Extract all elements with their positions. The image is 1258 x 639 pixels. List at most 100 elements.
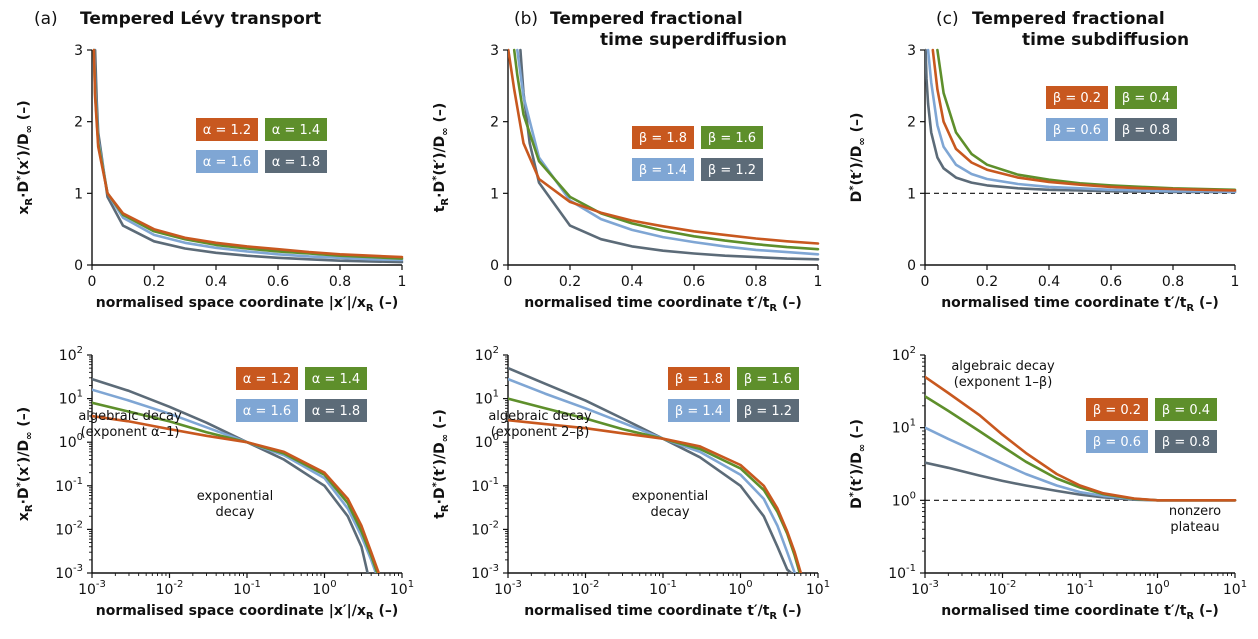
annotation-text: (exponent α–1) bbox=[81, 425, 180, 440]
x-tick-label: 100 bbox=[312, 579, 336, 598]
annotation-text: (exponent 2–β) bbox=[491, 425, 590, 440]
y-tick-label: 3 bbox=[490, 43, 499, 59]
series-line bbox=[925, 461, 1237, 502]
y-tick-label: 0 bbox=[490, 258, 499, 274]
y-axis-label: D*(t′)/D∞ (–) bbox=[848, 419, 868, 509]
legend-label: β = 1.8 bbox=[675, 372, 723, 387]
legend-swatch bbox=[1086, 398, 1148, 421]
x-tick-label: 10-1 bbox=[649, 579, 677, 598]
y-tick-label: 101 bbox=[475, 389, 499, 408]
y-tick-label: 101 bbox=[59, 389, 83, 408]
legend-swatch bbox=[196, 118, 258, 141]
legend-swatch bbox=[632, 158, 694, 181]
legend-swatch bbox=[701, 158, 763, 181]
y-tick-label: 102 bbox=[475, 345, 499, 364]
annotation-text: plateau bbox=[1170, 520, 1219, 535]
legend-label: β = 1.6 bbox=[708, 131, 756, 146]
legend-label: β = 0.6 bbox=[1053, 123, 1101, 138]
x-tick-label: 101 bbox=[1223, 579, 1247, 598]
x-tick-label: 0.4 bbox=[621, 274, 643, 290]
chart-panel-c-top: 0 0.2 0.4 0.6 0.8 1 0 1 2 3 β = 0.2 β = 0.4 β = 0.6 β… bbox=[848, 9, 1239, 314]
series-line bbox=[92, 48, 404, 259]
x-tick-label: 0.2 bbox=[143, 274, 165, 290]
x-tick-label: 10-2 bbox=[989, 579, 1017, 598]
x-tick-label: 10-2 bbox=[572, 579, 600, 598]
annotation-text: algebraic decay bbox=[78, 409, 182, 424]
y-tick-label: 3 bbox=[74, 43, 83, 59]
y-tick-label: 102 bbox=[59, 345, 83, 364]
x-tick-label: 0.6 bbox=[267, 274, 289, 290]
legend-swatch bbox=[305, 399, 367, 422]
series-line bbox=[516, 48, 820, 256]
legend-label: α = 1.6 bbox=[203, 155, 251, 170]
x-axis-label: normalised time coordinate t′/tR (–) bbox=[524, 603, 802, 622]
x-tick-label: 10-2 bbox=[156, 579, 184, 598]
legend-label: β = 1.8 bbox=[639, 131, 687, 146]
x-axis-label: normalised time coordinate t′/tR (–) bbox=[941, 603, 1219, 622]
legend-swatch bbox=[632, 126, 694, 149]
y-tick-label: 10-1 bbox=[888, 563, 916, 582]
y-tick-label: 2 bbox=[907, 115, 916, 131]
legend-label: β = 0.4 bbox=[1162, 403, 1210, 418]
x-tick-label: 101 bbox=[390, 579, 414, 598]
y-tick-label: 10-3 bbox=[55, 563, 83, 582]
legend-label: α = 1.8 bbox=[312, 404, 360, 419]
y-tick-label: 1 bbox=[907, 186, 916, 202]
x-tick-label: 1 bbox=[398, 274, 407, 290]
y-tick-label: 10-2 bbox=[471, 519, 499, 538]
legend-swatch bbox=[668, 367, 730, 390]
legend-swatch bbox=[1155, 398, 1217, 421]
x-tick-label: 0.8 bbox=[745, 274, 767, 290]
series-line bbox=[925, 48, 1237, 194]
legend-label: α = 1.2 bbox=[203, 123, 251, 138]
panel-letter: (b) bbox=[514, 9, 538, 29]
legend-label: β = 1.2 bbox=[708, 163, 756, 178]
y-axis-label: xR·D*(x′)/D∞ (–) bbox=[15, 407, 35, 521]
series-group bbox=[92, 377, 380, 573]
x-tick-label: 0.2 bbox=[559, 274, 581, 290]
x-tick-label: 0 bbox=[921, 274, 930, 290]
series-line bbox=[931, 48, 1237, 192]
x-tick-label: 0.4 bbox=[205, 274, 227, 290]
series-line bbox=[92, 401, 379, 573]
series-group bbox=[925, 375, 1237, 502]
legend-label: β = 0.8 bbox=[1162, 435, 1210, 450]
x-tick-label: 0 bbox=[504, 274, 513, 290]
legend-swatch bbox=[1155, 430, 1217, 453]
x-tick-label: 10-3 bbox=[911, 579, 939, 598]
chart-panel-c-bot: 10-3 10-2 10-1 100 101 10-1 100 101 102 β = 0.2 β … bbox=[848, 345, 1247, 622]
legend-label: β = 0.6 bbox=[1093, 435, 1141, 450]
legend-label: β = 0.4 bbox=[1122, 91, 1170, 106]
legend-swatch bbox=[701, 126, 763, 149]
y-tick-label: 1 bbox=[74, 186, 83, 202]
series-line bbox=[508, 366, 793, 573]
x-axis-label: normalised time coordinate t′/tR (–) bbox=[941, 295, 1219, 314]
legend-label: α = 1.8 bbox=[272, 155, 320, 170]
legend-label: β = 1.6 bbox=[744, 372, 792, 387]
panel-letter: (a) bbox=[34, 9, 58, 29]
y-axis-label: tR·D*(t′)/D∞ (–) bbox=[431, 409, 451, 519]
y-tick-label: 101 bbox=[892, 418, 916, 437]
legend-label: β = 1.4 bbox=[639, 163, 687, 178]
annotation-text: algebraic decay bbox=[488, 409, 592, 424]
series-line bbox=[512, 48, 820, 251]
x-axis-label: normalised time coordinate t′/tR (–) bbox=[524, 295, 802, 314]
series-group bbox=[508, 366, 803, 573]
y-tick-label: 100 bbox=[475, 432, 499, 451]
legend-swatch bbox=[236, 367, 298, 390]
y-axis-label: D*(t′)/D∞ (–) bbox=[848, 113, 868, 203]
series-line bbox=[508, 418, 803, 573]
legend-swatch bbox=[265, 150, 327, 173]
series-line bbox=[925, 375, 1237, 502]
legend-label: α = 1.6 bbox=[243, 404, 291, 419]
y-axis-label: tR·D*(t′)/D∞ (–) bbox=[431, 103, 451, 213]
y-tick-label: 2 bbox=[74, 115, 83, 131]
legend-swatch bbox=[1086, 430, 1148, 453]
legend-swatch bbox=[1046, 118, 1108, 141]
x-tick-label: 0.2 bbox=[976, 274, 998, 290]
series-line bbox=[519, 48, 820, 261]
series-group bbox=[925, 48, 1237, 194]
chart-panel-a-top: 0 0.2 0.4 0.6 0.8 1 0 1 2 3 α = 1.2 α = 1.4 α = 1.6 α… bbox=[15, 9, 406, 314]
series-line bbox=[92, 377, 369, 573]
